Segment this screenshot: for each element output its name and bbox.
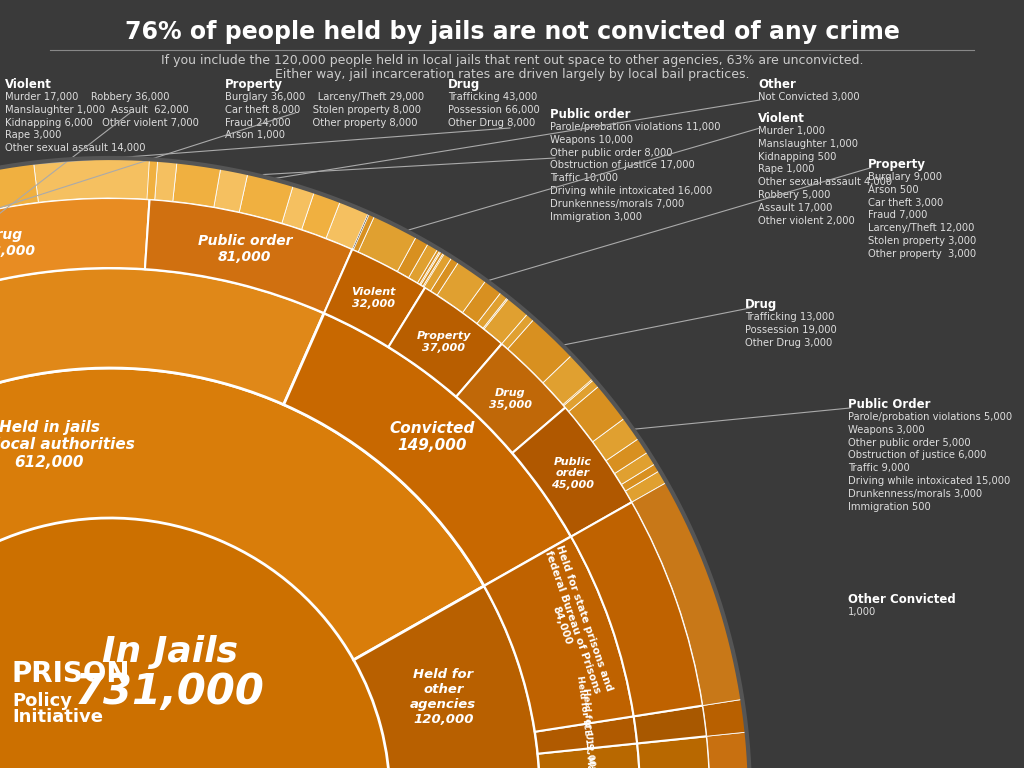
- Text: Held in jails
for local authorities
612,000: Held in jails for local authorities 612,…: [0, 420, 134, 470]
- Text: Property: Property: [225, 78, 283, 91]
- Text: Held for U.S. Marshals 24,000: Held for U.S. Marshals 24,000: [581, 687, 598, 768]
- Wedge shape: [637, 737, 710, 768]
- Wedge shape: [634, 706, 707, 743]
- Wedge shape: [632, 482, 742, 706]
- Wedge shape: [326, 201, 369, 249]
- Wedge shape: [483, 296, 509, 329]
- Wedge shape: [707, 732, 750, 768]
- Text: Held for ICE 12,000: Held for ICE 12,000: [575, 675, 597, 768]
- Text: Property: Property: [868, 158, 926, 171]
- Wedge shape: [502, 313, 535, 349]
- Wedge shape: [0, 198, 150, 319]
- Wedge shape: [420, 250, 441, 285]
- Text: Parole/probation violations 11,000
Weapons 10,000
Other public order 8,000
Obstr: Parole/probation violations 11,000 Weapo…: [550, 122, 721, 222]
- Wedge shape: [409, 243, 438, 283]
- Text: Murder 1,000
Manslaughter 1,000
Kidnapping 500
Rape 1,000
Other sexual assault 4: Murder 1,000 Manslaughter 1,000 Kidnappi…: [758, 126, 892, 226]
- Wedge shape: [508, 319, 571, 382]
- Wedge shape: [302, 191, 340, 238]
- Text: Burglary 9,000
Arson 500
Car theft 3,000
Fraud 7,000
Larceny/Theft 12,000
Stolen: Burglary 9,000 Arson 500 Car theft 3,000…: [868, 172, 976, 259]
- Text: Violent
32,000: Violent 32,000: [351, 287, 395, 309]
- Wedge shape: [606, 438, 648, 473]
- Text: Public
order
45,000: Public order 45,000: [551, 457, 594, 490]
- Wedge shape: [431, 257, 459, 295]
- Text: 1,000: 1,000: [848, 607, 877, 617]
- Text: Drug: Drug: [745, 298, 777, 311]
- Wedge shape: [564, 379, 599, 412]
- Wedge shape: [538, 743, 640, 768]
- Text: Convicted
149,000: Convicted 149,000: [389, 421, 475, 453]
- Wedge shape: [423, 252, 446, 287]
- Wedge shape: [155, 160, 177, 201]
- Wedge shape: [34, 158, 153, 202]
- Text: Parole/probation violations 5,000
Weapons 3,000
Other public order 5,000
Obstruc: Parole/probation violations 5,000 Weapon…: [848, 412, 1012, 511]
- Wedge shape: [0, 268, 324, 768]
- Text: 731,000: 731,000: [75, 670, 265, 713]
- Text: Initiative: Initiative: [12, 708, 103, 726]
- Wedge shape: [0, 518, 390, 768]
- Wedge shape: [397, 237, 428, 277]
- Wedge shape: [145, 200, 352, 313]
- Text: Public order
81,000: Public order 81,000: [198, 234, 292, 264]
- Wedge shape: [622, 463, 659, 491]
- Text: Held for state prisons and
federal Bureau of Prisons
84,000: Held for state prisons and federal Burea…: [531, 544, 613, 700]
- Wedge shape: [484, 537, 634, 732]
- Wedge shape: [353, 213, 375, 252]
- Wedge shape: [324, 249, 425, 347]
- Wedge shape: [593, 418, 639, 461]
- Text: Held for
other
agencies
120,000: Held for other agencies 120,000: [411, 668, 476, 727]
- Wedge shape: [512, 408, 632, 537]
- Wedge shape: [421, 250, 443, 286]
- Wedge shape: [626, 471, 667, 502]
- Wedge shape: [484, 298, 528, 344]
- Wedge shape: [543, 355, 596, 408]
- Wedge shape: [353, 586, 540, 768]
- Text: Burglary 36,000    Larceny/Theft 29,000
Car theft 8,000    Stolen property 8,000: Burglary 36,000 Larceny/Theft 29,000 Car…: [225, 92, 424, 141]
- Wedge shape: [173, 161, 221, 207]
- Text: Public Order: Public Order: [848, 398, 931, 411]
- Text: In Jails: In Jails: [102, 635, 238, 670]
- Text: Murder 17,000    Robbery 36,000
Manslaughter 1,000  Assault  62,000
Kidnapping 6: Murder 17,000 Robbery 36,000 Manslaughte…: [5, 92, 199, 153]
- Text: If you include the 120,000 people held in local jails that rent out space to oth: If you include the 120,000 people held i…: [161, 54, 863, 67]
- Wedge shape: [571, 502, 702, 717]
- Text: Not Convicted 3,000: Not Convicted 3,000: [758, 92, 859, 102]
- Wedge shape: [457, 344, 565, 453]
- Wedge shape: [535, 717, 637, 753]
- Text: Public order: Public order: [550, 108, 631, 121]
- Wedge shape: [437, 261, 486, 313]
- Wedge shape: [424, 253, 452, 291]
- Text: Violent: Violent: [5, 78, 52, 91]
- Wedge shape: [214, 167, 248, 212]
- Wedge shape: [614, 452, 655, 485]
- Text: Trafficking 43,000
Possession 66,000
Other Drug 8,000: Trafficking 43,000 Possession 66,000 Oth…: [449, 92, 540, 127]
- Text: 76% of people held by jails are not convicted of any crime: 76% of people held by jails are not conv…: [125, 20, 899, 44]
- Wedge shape: [477, 292, 508, 328]
- Wedge shape: [418, 248, 440, 284]
- Wedge shape: [0, 163, 38, 247]
- Wedge shape: [282, 185, 314, 230]
- Text: PRISON: PRISON: [12, 660, 130, 688]
- Wedge shape: [358, 215, 417, 271]
- Wedge shape: [240, 173, 293, 223]
- Wedge shape: [463, 280, 502, 323]
- Text: Property
37,000: Property 37,000: [417, 332, 471, 353]
- Text: Other: Other: [758, 78, 796, 91]
- Wedge shape: [568, 386, 625, 442]
- Wedge shape: [702, 700, 746, 737]
- Wedge shape: [563, 379, 594, 406]
- Text: Drug
35,000: Drug 35,000: [488, 389, 531, 410]
- Text: Drug
118,000: Drug 118,000: [0, 228, 36, 258]
- Wedge shape: [388, 287, 502, 397]
- Text: Either way, jail incarceration rates are driven largely by local bail practices.: Either way, jail incarceration rates are…: [274, 68, 750, 81]
- Text: Violent: Violent: [758, 112, 805, 125]
- Text: Policy: Policy: [12, 692, 72, 710]
- Text: Other Convicted: Other Convicted: [848, 593, 955, 606]
- Wedge shape: [147, 159, 158, 200]
- Text: Drug: Drug: [449, 78, 480, 91]
- Text: Trafficking 13,000
Possession 19,000
Other Drug 3,000: Trafficking 13,000 Possession 19,000 Oth…: [745, 312, 837, 348]
- Wedge shape: [0, 368, 484, 768]
- Wedge shape: [284, 313, 571, 586]
